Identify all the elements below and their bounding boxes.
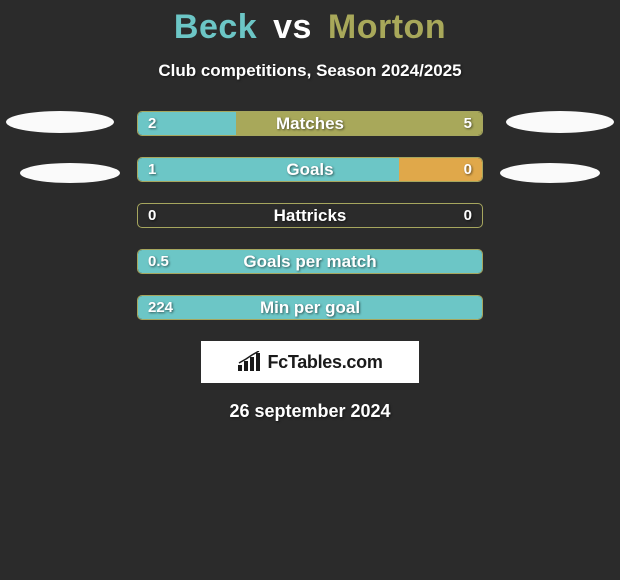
subtitle: Club competitions, Season 2024/2025 bbox=[0, 61, 620, 81]
chart-icon bbox=[237, 351, 263, 373]
stat-value-left: 2 bbox=[148, 112, 156, 135]
stat-value-left: 0.5 bbox=[148, 250, 169, 273]
avatar-placeholder-right-2 bbox=[500, 163, 600, 183]
stat-value-right: 5 bbox=[464, 112, 472, 135]
bar-left bbox=[138, 250, 482, 273]
stat-value-left: 224 bbox=[148, 296, 173, 319]
title-player1: Beck bbox=[174, 8, 257, 46]
stat-row-hattricks: 0 0Hattricks bbox=[137, 203, 483, 228]
stat-row-goals: 10Goals bbox=[137, 157, 483, 182]
avatar-placeholder-right-1 bbox=[506, 111, 614, 133]
avatar-placeholder-left-2 bbox=[20, 163, 120, 183]
avatar-placeholder-left-1 bbox=[6, 111, 114, 133]
stat-row-goals-per-match: 0.5Goals per match bbox=[137, 249, 483, 274]
bar-left bbox=[138, 296, 482, 319]
bar-left bbox=[138, 158, 399, 181]
logo-text: FcTables.com bbox=[267, 352, 382, 373]
stat-value-right: 0 bbox=[464, 204, 472, 227]
logo-inner: FcTables.com bbox=[237, 351, 382, 373]
stat-value-right: 0 bbox=[464, 158, 472, 181]
page-title: Beck vs Morton bbox=[0, 0, 620, 47]
bar-right bbox=[236, 112, 482, 135]
stat-row-min-per-goal: 224Min per goal bbox=[137, 295, 483, 320]
date-label: 26 september 2024 bbox=[0, 401, 620, 422]
chart-area: 25Matches10Goals00Hattricks0.5Goals per … bbox=[0, 111, 620, 320]
fctables-logo[interactable]: FcTables.com bbox=[201, 341, 419, 383]
stat-label: Hattricks bbox=[138, 204, 482, 227]
bars-column: 25Matches10Goals00Hattricks0.5Goals per … bbox=[137, 111, 483, 320]
stat-row-matches: 25Matches bbox=[137, 111, 483, 136]
title-player2: Morton bbox=[328, 8, 446, 46]
stat-value-left: 1 bbox=[148, 158, 156, 181]
title-vs: vs bbox=[273, 8, 312, 46]
stat-value-left: 0 bbox=[148, 204, 156, 227]
